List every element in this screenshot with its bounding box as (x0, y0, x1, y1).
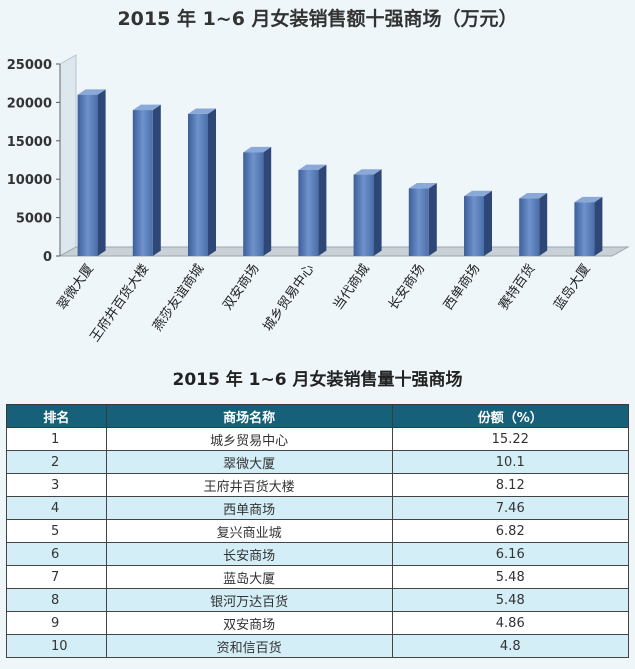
bar (298, 169, 319, 256)
share-cell: 10.1 (391, 450, 630, 474)
share-cell: 6.82 (391, 519, 630, 543)
bar-side (97, 89, 106, 256)
share-cell: 5.48 (391, 588, 630, 612)
share-cell: 6.16 (391, 542, 630, 566)
x-category-label: 长安商场 (386, 262, 428, 313)
bar (519, 198, 540, 256)
table-row: 1 城乡贸易中心 15.22 (6, 427, 630, 451)
bar-side (152, 104, 161, 257)
share-cell: 15.22 (391, 427, 630, 451)
bar-side (428, 183, 437, 256)
y-tick-label: 25000 (7, 58, 52, 73)
x-category-label: 翠微大厦 (55, 262, 97, 313)
bar-top (132, 104, 161, 111)
share-cell: 5.48 (391, 565, 630, 589)
rank-cell: 7 (6, 565, 107, 589)
ranking-table: 排名 商场名称 份额（%） 1 城乡贸易中心 15.22 2 翠微大厦 10.1… (6, 404, 630, 658)
rank-cell: 9 (6, 611, 107, 635)
table-row: 2 翠微大厦 10.1 (6, 450, 630, 474)
x-category-label: 城乡贸易中心 (261, 262, 318, 335)
y-tick-label: 5000 (16, 212, 52, 227)
rank-cell: 1 (6, 427, 107, 451)
bar-top (519, 193, 548, 199)
bar-top (243, 146, 272, 153)
share-cell: 7.46 (391, 496, 630, 520)
x-category-label: 蓝岛大厦 (551, 261, 594, 313)
y-tick-label: 15000 (7, 135, 52, 150)
table-row: 4 西单商场 7.46 (6, 496, 630, 520)
table-title: 2015 年 1~6 月女装销售量十强商场 (172, 370, 463, 390)
bar-side (484, 190, 492, 256)
header-share: 份额（%） (391, 404, 630, 428)
store-cell: 城乡贸易中心 (105, 427, 393, 451)
bar-top (298, 164, 327, 170)
bar-top (464, 190, 492, 197)
table-row: 8 银河万达百货 5.48 (6, 588, 630, 612)
store-cell: 双安商场 (105, 611, 393, 635)
store-cell: 银河万达百货 (105, 588, 393, 612)
bar (574, 202, 595, 256)
rank-cell: 2 (6, 450, 107, 474)
store-cell: 翠微大厦 (105, 450, 393, 474)
table-row: 7 蓝岛大厦 5.48 (6, 565, 630, 589)
store-cell: 资和信百货 (105, 634, 393, 658)
store-cell: 长安商场 (105, 542, 393, 566)
x-category-label: 王府井百货大楼 (87, 261, 152, 345)
table-header-row: 排名 商场名称 份额（%） (6, 404, 630, 428)
store-cell: 复兴商业城 (105, 519, 393, 543)
bar-top (77, 89, 106, 95)
bar-side (263, 146, 272, 256)
rank-cell: 6 (6, 542, 107, 566)
store-cell: 王府井百货大楼 (105, 473, 393, 497)
rank-cell: 10 (6, 634, 107, 658)
y-tick-label: 0 (43, 250, 52, 265)
rank-cell: 3 (6, 473, 107, 497)
x-category-label: 西单商场 (441, 262, 483, 313)
bar (353, 174, 374, 256)
bar-side (318, 164, 327, 256)
rank-cell: 5 (6, 519, 107, 543)
bar (77, 94, 98, 256)
store-cell: 蓝岛大厦 (105, 565, 393, 589)
table-row: 10 资和信百货 4.8 (6, 634, 630, 658)
share-cell: 4.86 (391, 611, 630, 635)
share-cell: 8.12 (391, 473, 630, 497)
bar-side (594, 196, 603, 256)
x-category-label: 燕莎友谊商城 (149, 261, 207, 334)
table-row: 9 双安商场 4.86 (6, 611, 630, 635)
bar (408, 188, 429, 256)
chart-side-wall (59, 54, 77, 257)
x-category-label: 赛特百货 (496, 261, 539, 313)
bar (243, 152, 264, 256)
bar-top (188, 108, 216, 114)
y-tick-label: 10000 (7, 173, 52, 188)
x-category-label: 当代商城 (331, 262, 373, 313)
y-tick-label: 20000 (7, 96, 52, 111)
bar-top (353, 169, 382, 175)
table-row: 6 长安商场 6.16 (6, 542, 630, 566)
rank-cell: 4 (6, 496, 107, 520)
table-row: 5 复兴商业城 6.82 (6, 519, 630, 543)
bar (188, 113, 208, 256)
x-category-label: 双安商场 (220, 262, 262, 313)
header-rank: 排名 (6, 404, 107, 428)
bar-side (539, 193, 548, 256)
share-cell: 4.8 (391, 634, 630, 658)
rank-cell: 8 (6, 588, 107, 612)
bar-chart: 0 5000 10000 15000 20000 25000 翠微大厦王府井百货大楼燕莎友谊… (7, 54, 630, 345)
bar-side (208, 108, 216, 257)
store-cell: 西单商场 (105, 496, 393, 520)
bar (132, 110, 153, 256)
bar (464, 196, 484, 256)
chart-title: 2015 年 1~6 月女装销售额十强商场（万元） (117, 8, 518, 30)
bar-side (373, 169, 382, 256)
bar-top (574, 196, 603, 203)
header-store-name: 商场名称 (105, 404, 393, 428)
table-row: 3 王府井百货大楼 8.12 (6, 473, 630, 497)
bar-top (408, 183, 437, 189)
